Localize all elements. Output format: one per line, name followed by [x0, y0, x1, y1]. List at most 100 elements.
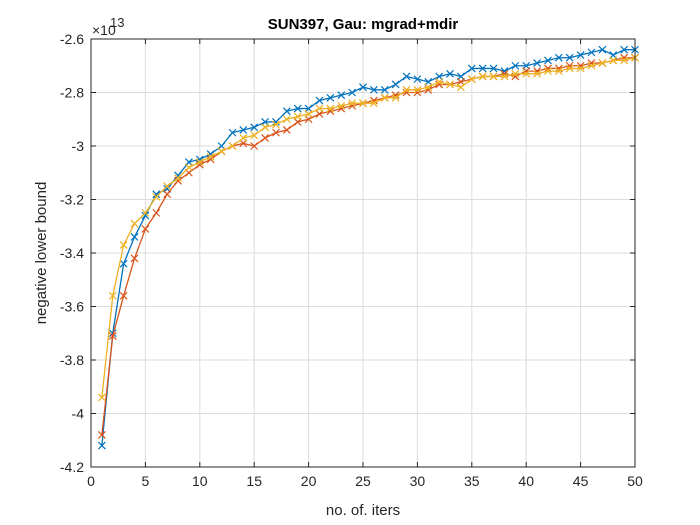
data-point-marker: [533, 59, 542, 67]
data-point-marker: [620, 56, 629, 65]
data-point-marker: [369, 99, 378, 108]
data-point-marker: [587, 48, 596, 57]
x-tick-label: 5: [142, 473, 150, 489]
x-tick-label: 0: [87, 473, 95, 489]
data-point-marker: [304, 109, 313, 118]
data-point-marker: [598, 59, 607, 67]
series-group: [97, 45, 639, 450]
data-point-marker: [282, 126, 291, 134]
data-point-marker: [141, 225, 150, 233]
data-point-marker: [130, 233, 139, 241]
data-point-marker: [97, 441, 106, 450]
data-point-marker: [391, 80, 400, 89]
data-point-marker: [141, 211, 150, 220]
data-point-marker: [206, 155, 215, 164]
y-exponent-power: 13: [110, 15, 124, 30]
data-point-marker: [119, 241, 128, 249]
data-point-marker: [293, 104, 302, 113]
data-point-marker: [587, 61, 596, 70]
series-line: [101, 49, 635, 446]
data-point-marker: [163, 190, 172, 199]
data-point-marker: [467, 75, 476, 84]
data-point-marker: [446, 69, 454, 78]
data-point-marker: [359, 83, 367, 92]
data-point-marker: [261, 123, 270, 132]
data-point-marker: [163, 182, 172, 191]
chart-title: SUN397, Gau: mgrad+mdir: [268, 16, 459, 33]
data-point-marker: [511, 61, 520, 70]
data-point-marker: [489, 64, 498, 73]
data-point-marker: [413, 85, 422, 94]
data-point-marker: [184, 163, 193, 172]
data-point-marker: [250, 142, 259, 150]
data-point-marker: [130, 254, 139, 263]
data-point-marker: [195, 160, 204, 169]
y-tick-label: -3.2: [60, 192, 84, 208]
data-point-marker: [315, 104, 324, 113]
data-point-marker: [413, 75, 422, 84]
data-point-marker: [478, 64, 487, 73]
ticks: 0 5 10 15 20 25 30 35 40 45 50 -4.2 -4 -3.8 -3.6 -3.4 -3…: [60, 31, 643, 489]
x-tick-label: 50: [627, 473, 643, 489]
data-point-marker: [141, 208, 150, 217]
data-point-marker: [511, 69, 520, 78]
data-point-marker: [348, 88, 357, 97]
data-point-marker: [174, 176, 182, 185]
y-tick-label: -3: [72, 138, 85, 154]
data-point-marker: [456, 83, 465, 92]
data-point-marker: [108, 332, 117, 340]
data-point-marker: [119, 291, 128, 300]
x-tick-label: 35: [464, 473, 480, 489]
series-line: [101, 57, 636, 398]
data-point-marker: [565, 53, 574, 62]
data-point-marker: [239, 134, 248, 142]
data-point-marker: [293, 112, 302, 121]
data-point-marker: [620, 45, 629, 54]
y-tick-label: -4.2: [60, 459, 84, 475]
x-tick-label: 10: [192, 473, 208, 489]
data-point-marker: [489, 72, 498, 81]
data-point-marker: [598, 45, 607, 54]
x-tick-label: 25: [355, 473, 371, 489]
series-1: [97, 45, 639, 450]
data-point-marker: [130, 219, 139, 228]
data-point-marker: [174, 174, 182, 183]
data-point-marker: [108, 291, 117, 300]
y-tick-label: -2.6: [60, 31, 84, 47]
data-point-marker: [97, 430, 106, 439]
data-point-marker: [391, 93, 400, 102]
data-point-marker: [402, 85, 411, 94]
data-point-marker: [500, 72, 509, 81]
data-point-marker: [228, 128, 237, 137]
y-tick-label: -2.8: [60, 85, 84, 101]
data-point-marker: [315, 96, 324, 105]
data-point-marker: [272, 120, 280, 129]
data-point-marker: [152, 192, 161, 201]
x-tick-label: 20: [301, 473, 317, 489]
data-point-marker: [576, 64, 585, 73]
y-tick-label: -3.4: [60, 245, 84, 261]
y-tick-label: -3.8: [60, 352, 84, 368]
data-point-marker: [424, 83, 433, 92]
data-point-marker: [554, 67, 563, 76]
data-point-marker: [195, 158, 204, 166]
data-point-marker: [250, 123, 259, 132]
data-point-marker: [337, 101, 346, 110]
data-point-marker: [359, 99, 367, 108]
data-point-marker: [119, 259, 128, 268]
data-point-marker: [282, 115, 291, 124]
data-point-marker: [380, 93, 389, 102]
data-point-marker: [261, 134, 270, 142]
data-point-marker: [435, 77, 444, 86]
data-point-marker: [565, 64, 574, 73]
x-tick-label: 15: [246, 473, 262, 489]
data-point-marker: [326, 93, 335, 102]
data-point-marker: [533, 69, 542, 78]
data-point-marker: [337, 91, 346, 100]
data-point-marker: [554, 53, 563, 62]
data-point-marker: [576, 51, 585, 59]
data-point-marker: [97, 393, 106, 402]
data-point-marker: [282, 107, 291, 116]
data-point-marker: [478, 72, 487, 81]
